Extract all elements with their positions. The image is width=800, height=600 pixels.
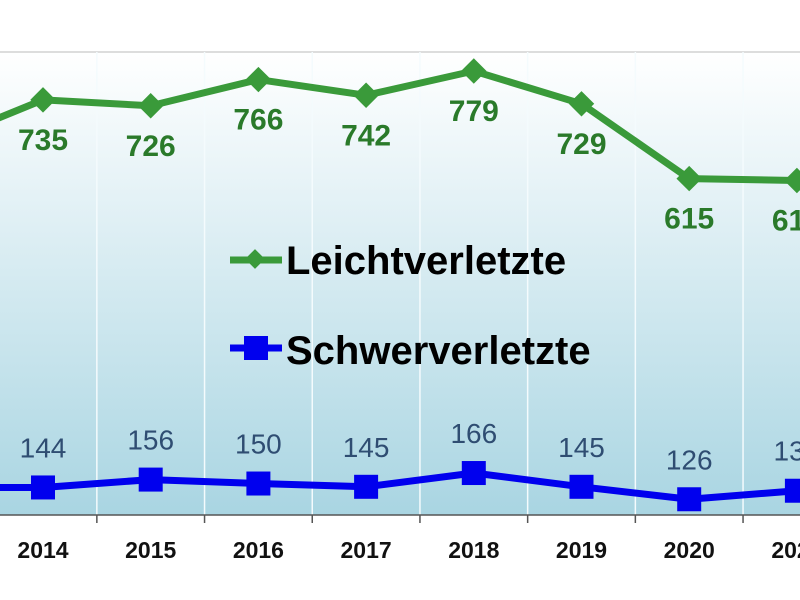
data-point-leichtverletzte	[461, 58, 487, 84]
x-tick-label-2021: 2021	[771, 537, 800, 563]
data-label: 150	[235, 429, 282, 460]
data-label: 612	[772, 205, 800, 238]
data-point-leichtverletzte	[30, 87, 56, 113]
legend-label: Schwerverletzte	[286, 329, 591, 373]
data-label: 726	[126, 130, 176, 163]
data-point-leichtverletzte	[784, 167, 800, 194]
plot-area	[0, 52, 800, 515]
data-point-leichtverletzte	[676, 165, 702, 192]
data-point-schwerverletzte	[569, 474, 594, 499]
legend-item-schwerverletzte: Schwerverletzte	[230, 329, 591, 373]
x-tick-label-2020: 2020	[664, 537, 715, 563]
x-tick-label-2017: 2017	[341, 537, 392, 563]
square-marker-icon	[244, 336, 268, 360]
data-label: 742	[341, 119, 391, 152]
data-point-leichtverletzte	[568, 91, 595, 117]
data-point-schwerverletzte	[354, 474, 379, 499]
data-point-schwerverletzte	[246, 471, 271, 496]
x-tick-label-2016: 2016	[233, 537, 284, 563]
data-label: 779	[449, 95, 499, 128]
data-label: 729	[556, 128, 606, 161]
data-label: 145	[558, 432, 605, 463]
x-tick-label-2014: 2014	[17, 537, 68, 563]
legend: Leichtverletzte Schwerverletzte	[230, 239, 591, 373]
data-label: 156	[127, 425, 174, 456]
data-label: 144	[20, 432, 67, 463]
data-label: 735	[18, 124, 68, 157]
data-point-schwerverletzte	[138, 467, 163, 492]
data-point-schwerverletzte	[784, 478, 800, 503]
x-tick-label-2018: 2018	[448, 537, 499, 563]
data-point-schwerverletzte	[677, 487, 702, 512]
diamond-marker-icon	[245, 249, 265, 269]
data-point-schwerverletzte	[461, 461, 486, 486]
data-label: 766	[233, 104, 283, 137]
data-label: 615	[664, 203, 714, 236]
x-tick-label-2015: 2015	[125, 537, 176, 563]
legend-item-leichtverletzte: Leichtverletzte	[230, 239, 566, 283]
legend-label: Leichtverletzte	[286, 239, 566, 283]
data-point-schwerverletzte	[31, 475, 55, 500]
x-tick-label-2019: 2019	[556, 537, 607, 563]
data-label: 145	[343, 432, 390, 463]
data-label: 139	[774, 436, 800, 467]
data-point-leichtverletzte	[353, 82, 379, 109]
data-label: 166	[450, 418, 497, 449]
data-label: 126	[666, 444, 713, 475]
